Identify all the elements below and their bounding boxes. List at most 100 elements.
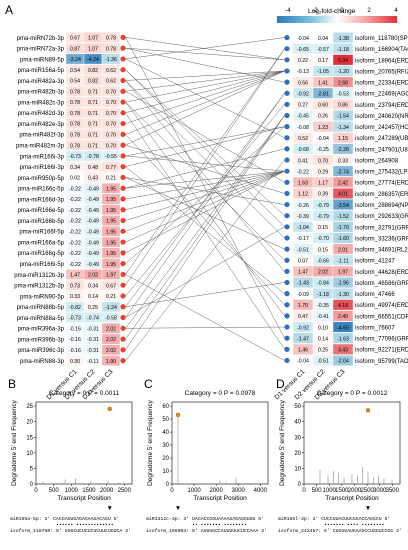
y-tick-label: 30 [162, 443, 169, 449]
heat-value: -0.22 [69, 262, 81, 268]
x-tick-label: 1500 [335, 488, 349, 494]
heat-value: 1.46 [298, 348, 308, 354]
mirna-label: pma-miR166a-5p [18, 240, 65, 246]
x-tick-label: 2500 [118, 488, 132, 494]
mirna-label: pma-miR396c-3p [18, 348, 65, 354]
heat-value: 0.78 [70, 143, 80, 149]
heat-value: 0.02 [70, 176, 80, 182]
isoform-label: isoform_77096(GRP2) [355, 337, 408, 343]
link-line [125, 170, 285, 254]
heat-value: 0.70 [106, 133, 116, 139]
heat-value: -1.04 [297, 225, 309, 231]
heat-value: 0.78 [70, 100, 80, 106]
legend-tick-label: 2 [367, 8, 371, 14]
target-node [284, 335, 290, 341]
mirna-node [120, 358, 126, 364]
mirna-node [120, 131, 126, 137]
target-sequence: isoform_166904: 5' AUUUGCCAUUUUUCUCCAAA … [146, 528, 267, 534]
mirna-node [120, 261, 126, 267]
isoform-label: isoform_18964(ERD10) [355, 58, 408, 64]
heat-value: -0.57 [317, 47, 329, 53]
mirna-node [120, 250, 126, 256]
x-tick-label: 3000 [373, 488, 387, 494]
mirna-node [120, 282, 126, 288]
link-line [125, 148, 285, 189]
heat-value: 0.70 [318, 158, 328, 164]
heat-value: 0.87 [70, 46, 80, 52]
link-line [125, 48, 285, 286]
heat-cell [101, 53, 121, 65]
target-node [284, 313, 290, 319]
arrow-marker: ▼ [106, 505, 112, 512]
link-line [125, 47, 285, 83]
y-axis-label: Degradome 5' end Frequency [147, 399, 154, 486]
heat-cell [332, 121, 354, 133]
mirna-node [120, 153, 126, 159]
heat-value: 0.33 [70, 294, 80, 300]
y-tick-label: 30 [294, 435, 301, 441]
heat-value: -2.04 [337, 359, 349, 365]
link-line [125, 144, 285, 194]
heat-value: -1.18 [317, 292, 329, 298]
heat-value: -1.30 [337, 292, 349, 298]
mirna-node [120, 34, 126, 40]
heat-value: -0.92 [297, 91, 309, 97]
isoform-label: isoform_286357(ERD10) [355, 192, 408, 198]
heat-value: 0.14 [318, 336, 328, 342]
heat-cell [332, 110, 354, 121]
heat-value: 2.68 [338, 80, 348, 86]
link-line [125, 170, 285, 189]
link-line [125, 70, 285, 146]
target-sequence: isoform_242457: 5' CUGGGAUGAAGCCUGGUCCGG… [278, 528, 402, 534]
heat-cell [101, 279, 121, 291]
target-node [284, 268, 290, 274]
heat-value: 0.71 [88, 111, 98, 117]
heat-value: -1.60 [337, 236, 349, 242]
target-node [284, 357, 290, 364]
heat-value: 0.71 [88, 122, 98, 128]
link-line [125, 126, 285, 157]
target-node [284, 279, 290, 286]
heat-cell [101, 355, 121, 366]
mirna-label: pma-miRN88a-5p [17, 316, 65, 322]
link-line [125, 37, 285, 61]
heat-value: 0.22 [298, 58, 308, 64]
heat-cell [332, 343, 354, 355]
heat-value: 3.43 [338, 348, 348, 354]
heat-value: -2.28 [337, 147, 349, 153]
isoform-label: isoform_46586(GRP2) [355, 281, 408, 287]
heat-value: 0.15 [318, 225, 328, 231]
heat-value: 0.27 [298, 103, 308, 109]
mirna-node [120, 174, 126, 181]
y-tick-label: 20 [294, 451, 301, 457]
heat-value: 2.02 [318, 270, 328, 276]
mirna-sequence: miR156a-5p: 3' CACGAGUGAGAGAAGACAGU 5' [10, 516, 119, 522]
mirna-node [120, 228, 126, 234]
heat-cell [101, 193, 121, 205]
link-line [125, 326, 285, 329]
mirna-label: pma-miR166d-3p [18, 197, 65, 203]
x-tick-label: 2000 [209, 488, 223, 494]
mirna-node [120, 99, 126, 105]
isoform-label: isoform_240620(NRAMP1) [355, 114, 408, 120]
heat-value: -1.38 [337, 36, 349, 42]
mirna-node [120, 325, 126, 331]
x-tick-label: 1000 [187, 488, 201, 494]
cleavage-site-marker [365, 408, 371, 413]
heat-value: 0.47 [298, 314, 308, 320]
link-line [125, 155, 285, 172]
heat-value: 0.25 [88, 305, 98, 311]
heat-value: -0.22 [69, 208, 81, 214]
heat-value: 0.41 [298, 158, 308, 164]
mirna-label: pma-miRN88-3p [20, 359, 65, 365]
target-node [284, 291, 290, 297]
mirna-label: pma-miR1312b-3p [14, 284, 64, 290]
heat-value: 2.02 [106, 337, 116, 343]
target-node [284, 135, 290, 141]
y-tick-label: 50 [294, 404, 301, 410]
heat-value: -0.53 [337, 91, 349, 97]
link-line [125, 170, 285, 221]
heat-value: 1.47 [298, 270, 308, 276]
y-tick-label: 40 [162, 430, 169, 436]
